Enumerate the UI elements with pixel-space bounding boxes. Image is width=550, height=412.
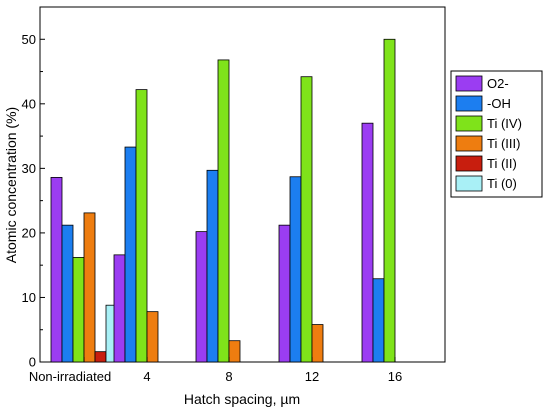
y-tick-label: 40 — [22, 96, 36, 111]
bar-ti-ii-0 — [94, 351, 107, 363]
bar-ti-iv-4 — [383, 38, 396, 363]
bar-ti-iii-0 — [83, 212, 96, 363]
legend-swatch-4 — [455, 155, 483, 172]
legend-label-4: Ti (II) — [487, 156, 517, 171]
bar-ti-iv-1 — [135, 89, 148, 363]
bar-ti-iv-0 — [72, 257, 85, 363]
legend-swatch-1 — [455, 95, 483, 112]
x-axis-ticks: Non-irradiated 4 8 12 16 — [29, 357, 402, 384]
bar-oh-4 — [372, 278, 385, 363]
legend: O2- -OH Ti (IV) Ti (III) Ti (II) Ti (0) — [450, 70, 543, 198]
x-axis-label: Hatch spacing, µm — [184, 391, 300, 407]
legend-swatch-0 — [455, 75, 483, 92]
legend-label-5: Ti (0) — [487, 176, 517, 191]
y-axis-label: Atomic concentration (%) — [3, 107, 19, 263]
plot-area — [39, 6, 446, 363]
bar-o2-1 — [113, 254, 126, 363]
bar-o2-3 — [278, 224, 291, 363]
bar-ti-iii-3 — [311, 324, 324, 363]
bar-oh-3 — [289, 176, 302, 363]
x-tick-label: 4 — [143, 369, 150, 384]
bar-ti-iv-3 — [300, 76, 313, 363]
bar-o2-4 — [361, 122, 374, 363]
y-tick-label: 20 — [22, 225, 36, 240]
x-tick-label: 8 — [225, 369, 232, 384]
x-tick-label: 16 — [388, 369, 402, 384]
legend-swatch-5 — [455, 175, 483, 192]
y-tick-label: 0 — [29, 355, 36, 370]
bar-o2-2 — [195, 231, 208, 363]
y-tick-label: 30 — [22, 161, 36, 176]
bar-o2-0 — [50, 176, 63, 363]
y-axis-ticks: 0 10 20 30 40 50 — [22, 32, 45, 370]
x-tick-label: 12 — [305, 369, 319, 384]
legend-swatch-3 — [455, 135, 483, 152]
bar-ti-iv-2 — [217, 59, 230, 363]
bar-oh-0 — [61, 224, 74, 363]
bar-oh-2 — [206, 169, 219, 363]
bars-group — [50, 38, 396, 363]
legend-swatch-2 — [455, 115, 483, 132]
bar-ti-iii-2 — [228, 340, 241, 363]
bar-oh-1 — [124, 146, 137, 363]
legend-label-3: Ti (III) — [487, 136, 520, 151]
legend-label-0: O2- — [487, 76, 509, 91]
y-tick-label: 50 — [22, 32, 36, 47]
legend-label-2: Ti (IV) — [487, 116, 522, 131]
x-tick-label: Non-irradiated — [29, 369, 111, 384]
bar-ti-iii-1 — [146, 311, 159, 363]
legend-label-1: -OH — [487, 96, 511, 111]
y-tick-label: 10 — [22, 290, 36, 305]
